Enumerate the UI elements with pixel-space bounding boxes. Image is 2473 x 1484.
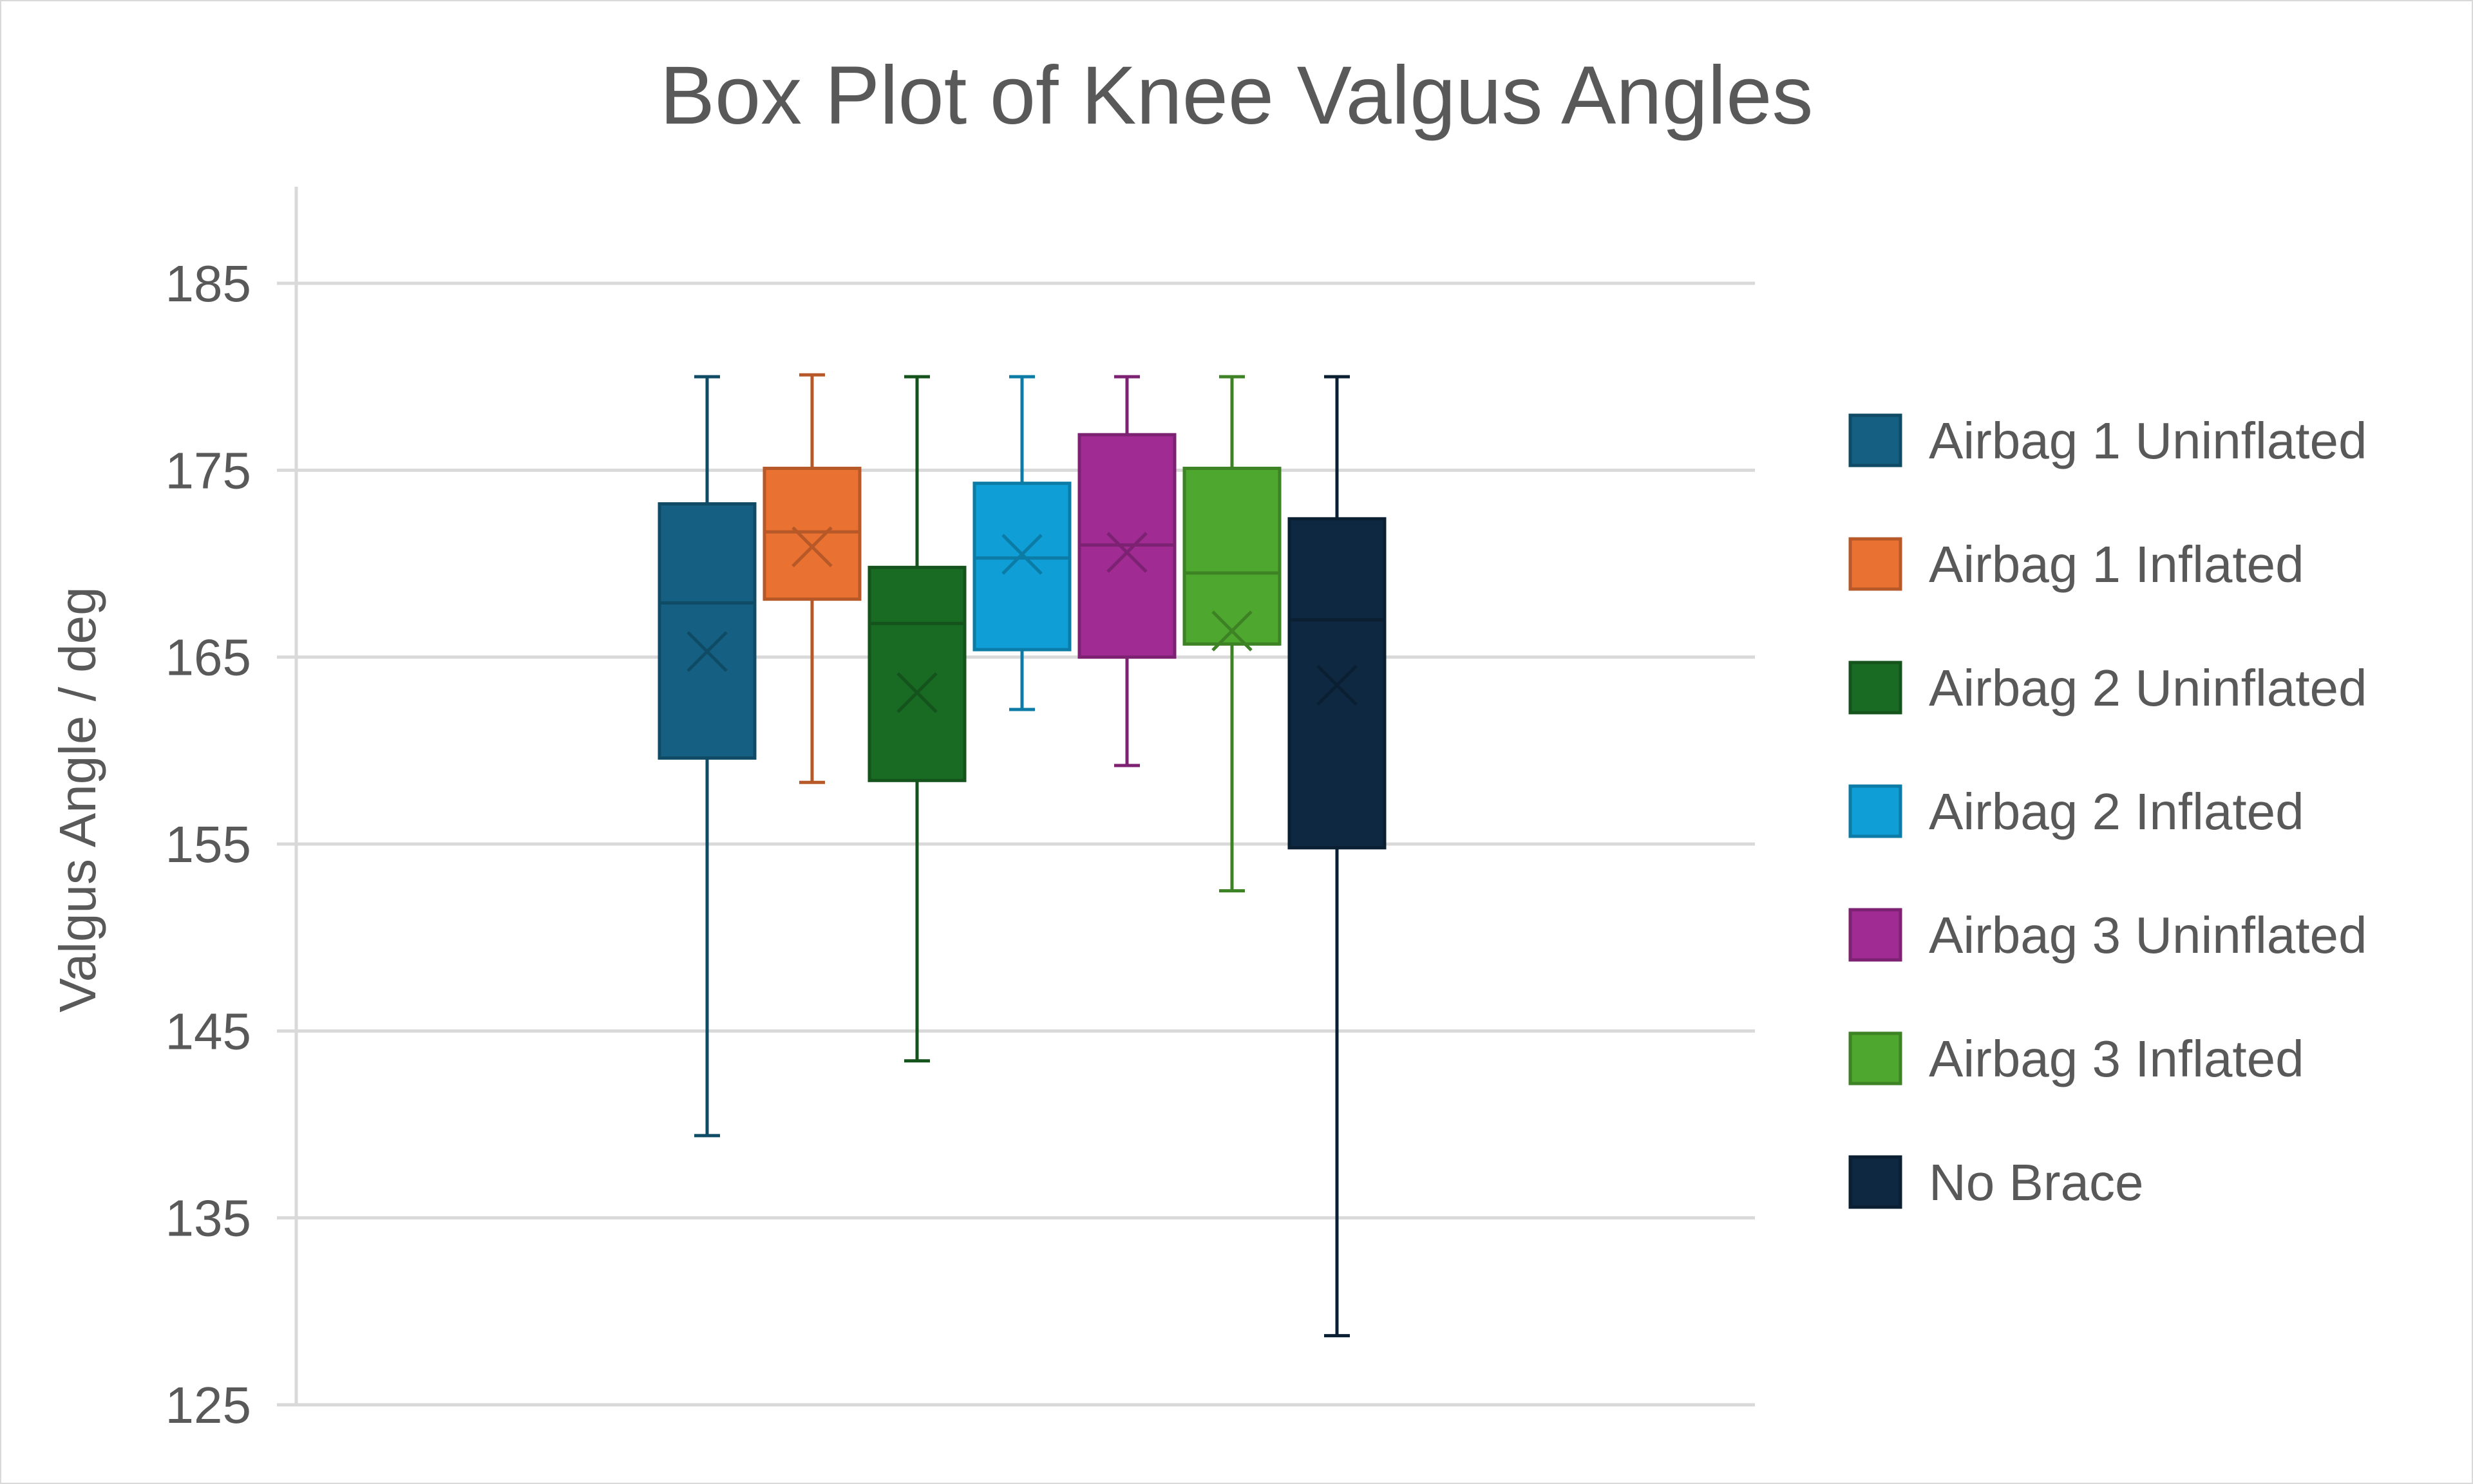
y-tick-label: 165 xyxy=(166,629,251,686)
legend-item: Airbag 2 Inflated xyxy=(1848,783,2304,840)
legend-item: Airbag 1 Inflated xyxy=(1848,536,2304,593)
legend-label: Airbag 3 Uninflated xyxy=(1929,906,2367,964)
mean-marker xyxy=(1106,532,1148,573)
box-iqr xyxy=(1182,466,1282,646)
mean-marker xyxy=(687,631,728,672)
chart-title: Box Plot of Knee Valgus Angles xyxy=(660,50,1814,142)
legend-item: Airbag 3 Uninflated xyxy=(1848,906,2367,964)
legend-label: No Brace xyxy=(1929,1154,2143,1211)
box-airbag-2-uninflated xyxy=(867,375,967,1063)
y-tick-label: 155 xyxy=(166,816,251,873)
legend-swatch xyxy=(1848,537,1902,591)
box-airbag-3-uninflated xyxy=(1077,375,1177,767)
legend-label: Airbag 1 Uninflated xyxy=(1929,412,2367,469)
gridlines xyxy=(277,281,1755,1407)
y-tick-label: 135 xyxy=(166,1190,251,1247)
legend-swatch xyxy=(1848,908,1902,962)
mean-marker xyxy=(1211,610,1253,652)
box-airbag-2-inflated xyxy=(972,375,1072,711)
mean-marker xyxy=(1316,664,1358,706)
box-airbag-3-inflated xyxy=(1182,375,1282,893)
legend-item: Airbag 2 Uninflated xyxy=(1848,659,2367,717)
legend-item: Airbag 1 Uninflated xyxy=(1848,412,2367,469)
box-iqr xyxy=(658,502,757,760)
legend-label: Airbag 2 Uninflated xyxy=(1929,659,2367,717)
legend-item: Airbag 3 Inflated xyxy=(1848,1030,2304,1087)
y-tick-label: 185 xyxy=(166,255,251,312)
mean-marker xyxy=(1001,534,1043,575)
box-airbag-1-inflated xyxy=(763,373,862,784)
legend-swatch xyxy=(1848,1155,1902,1209)
y-tick-label: 125 xyxy=(166,1376,251,1434)
box-iqr xyxy=(972,482,1072,652)
legend-swatch xyxy=(1848,784,1902,838)
box-no-brace xyxy=(1287,375,1387,1338)
y-axis-title: Valgus Angle / deg xyxy=(49,587,106,1012)
box-airbag-1-uninflated xyxy=(658,375,757,1138)
y-tick-label: 145 xyxy=(166,1002,251,1060)
y-axis: 125 135 145 155 165 175 185 xyxy=(166,187,298,1434)
y-tick-label: 175 xyxy=(166,442,251,499)
box-iqr xyxy=(867,565,967,782)
legend-label: Airbag 3 Inflated xyxy=(1929,1030,2304,1087)
legend-label: Airbag 2 Inflated xyxy=(1929,783,2304,840)
box-iqr xyxy=(763,466,862,601)
mean-marker xyxy=(896,672,938,713)
mean-marker xyxy=(791,526,833,568)
legend-label: Airbag 1 Inflated xyxy=(1929,536,2304,593)
legend: Airbag 1 Uninflated Airbag 1 Inflated Airb… xyxy=(1848,412,2367,1211)
legend-swatch xyxy=(1848,661,1902,715)
legend-swatch xyxy=(1848,1031,1902,1085)
box-series xyxy=(658,373,1387,1338)
legend-item: No Brace xyxy=(1848,1154,2143,1211)
legend-swatch xyxy=(1848,413,1902,467)
